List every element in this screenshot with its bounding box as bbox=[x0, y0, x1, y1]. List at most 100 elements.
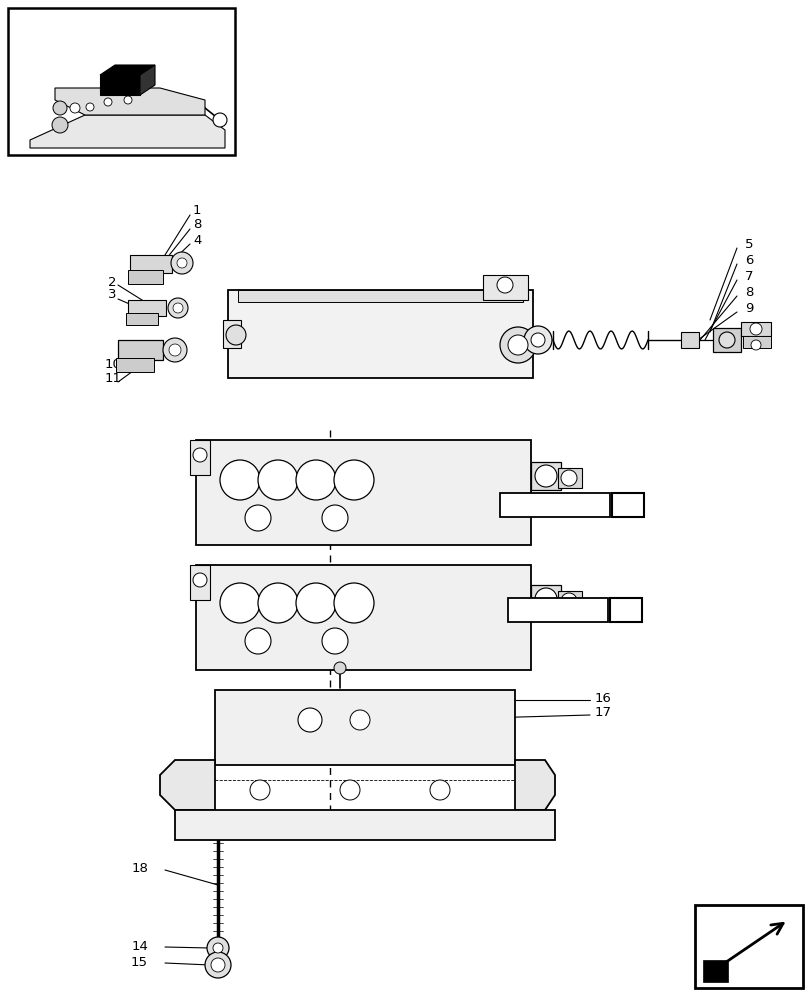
Circle shape bbox=[193, 573, 207, 587]
Bar bbox=[215, 690, 514, 765]
Circle shape bbox=[204, 952, 230, 978]
Circle shape bbox=[168, 298, 188, 318]
Text: 16: 16 bbox=[594, 692, 611, 704]
Text: 1.82.7/A: 1.82.7/A bbox=[513, 603, 562, 616]
Text: 11: 11 bbox=[105, 372, 122, 385]
Bar bbox=[195, 440, 530, 545]
Circle shape bbox=[171, 252, 193, 274]
Polygon shape bbox=[514, 760, 554, 810]
Text: 13: 13 bbox=[617, 603, 633, 616]
Bar bbox=[557, 468, 581, 488]
Polygon shape bbox=[139, 65, 155, 95]
Circle shape bbox=[322, 628, 348, 654]
Circle shape bbox=[296, 460, 336, 500]
Text: 5: 5 bbox=[744, 238, 753, 251]
Circle shape bbox=[322, 505, 348, 531]
Bar bbox=[128, 300, 165, 316]
Bar bbox=[175, 810, 554, 840]
Text: 10: 10 bbox=[105, 359, 122, 371]
Circle shape bbox=[718, 332, 734, 348]
Polygon shape bbox=[100, 75, 139, 95]
Circle shape bbox=[749, 323, 761, 335]
Bar bbox=[557, 591, 581, 611]
Polygon shape bbox=[100, 65, 155, 75]
Text: 6: 6 bbox=[744, 254, 753, 267]
Polygon shape bbox=[55, 88, 204, 115]
Bar bbox=[118, 340, 163, 360]
Text: 9: 9 bbox=[744, 302, 753, 316]
Text: 15: 15 bbox=[131, 956, 148, 969]
Circle shape bbox=[534, 465, 556, 487]
Text: 3: 3 bbox=[108, 288, 116, 302]
Circle shape bbox=[340, 780, 359, 800]
Bar bbox=[228, 290, 532, 378]
Circle shape bbox=[177, 258, 187, 268]
Bar bbox=[8, 8, 234, 155]
Bar bbox=[128, 270, 163, 284]
Circle shape bbox=[52, 117, 68, 133]
Circle shape bbox=[258, 583, 298, 623]
Circle shape bbox=[212, 943, 223, 953]
Bar bbox=[740, 322, 770, 336]
Circle shape bbox=[333, 662, 345, 674]
Circle shape bbox=[298, 708, 322, 732]
Text: 4: 4 bbox=[193, 233, 201, 246]
Circle shape bbox=[245, 628, 271, 654]
Text: 8: 8 bbox=[744, 286, 753, 300]
Circle shape bbox=[250, 780, 270, 800]
Circle shape bbox=[163, 338, 187, 362]
Bar bbox=[508, 598, 607, 622]
Bar bbox=[223, 320, 241, 348]
Circle shape bbox=[193, 448, 207, 462]
Polygon shape bbox=[160, 760, 215, 810]
Bar bbox=[500, 493, 609, 517]
Bar bbox=[238, 290, 522, 302]
Text: 17: 17 bbox=[594, 706, 611, 720]
Bar bbox=[611, 493, 643, 517]
Circle shape bbox=[207, 937, 229, 959]
Circle shape bbox=[496, 277, 513, 293]
Bar bbox=[712, 328, 740, 352]
Circle shape bbox=[245, 505, 271, 531]
Circle shape bbox=[508, 335, 527, 355]
Text: 1: 1 bbox=[193, 204, 201, 217]
Text: 7: 7 bbox=[744, 270, 753, 284]
Circle shape bbox=[70, 103, 80, 113]
Circle shape bbox=[530, 333, 544, 347]
Circle shape bbox=[333, 460, 374, 500]
Circle shape bbox=[350, 710, 370, 730]
Circle shape bbox=[225, 325, 246, 345]
Bar bbox=[702, 960, 727, 982]
Circle shape bbox=[523, 326, 551, 354]
Bar bbox=[530, 585, 560, 613]
Bar bbox=[483, 275, 527, 300]
Circle shape bbox=[53, 101, 67, 115]
Text: 18: 18 bbox=[131, 862, 148, 876]
Circle shape bbox=[124, 96, 132, 104]
Bar bbox=[126, 313, 158, 325]
Circle shape bbox=[169, 344, 181, 356]
Polygon shape bbox=[30, 115, 225, 148]
Circle shape bbox=[750, 340, 760, 350]
Circle shape bbox=[220, 460, 260, 500]
Text: 12: 12 bbox=[620, 498, 635, 512]
Bar bbox=[694, 905, 802, 988]
Circle shape bbox=[211, 958, 225, 972]
Text: 2: 2 bbox=[108, 276, 116, 290]
Circle shape bbox=[173, 303, 182, 313]
Text: 1.82.7/6A: 1.82.7/6A bbox=[504, 498, 561, 512]
Circle shape bbox=[534, 588, 556, 610]
Bar bbox=[116, 358, 154, 372]
Text: 14: 14 bbox=[131, 940, 148, 953]
Bar bbox=[530, 462, 560, 490]
Circle shape bbox=[500, 327, 535, 363]
Circle shape bbox=[104, 98, 112, 106]
Circle shape bbox=[86, 103, 94, 111]
Bar bbox=[609, 598, 642, 622]
Bar bbox=[190, 565, 210, 600]
Circle shape bbox=[333, 583, 374, 623]
Circle shape bbox=[212, 113, 227, 127]
Circle shape bbox=[296, 583, 336, 623]
Circle shape bbox=[560, 470, 577, 486]
Circle shape bbox=[258, 460, 298, 500]
